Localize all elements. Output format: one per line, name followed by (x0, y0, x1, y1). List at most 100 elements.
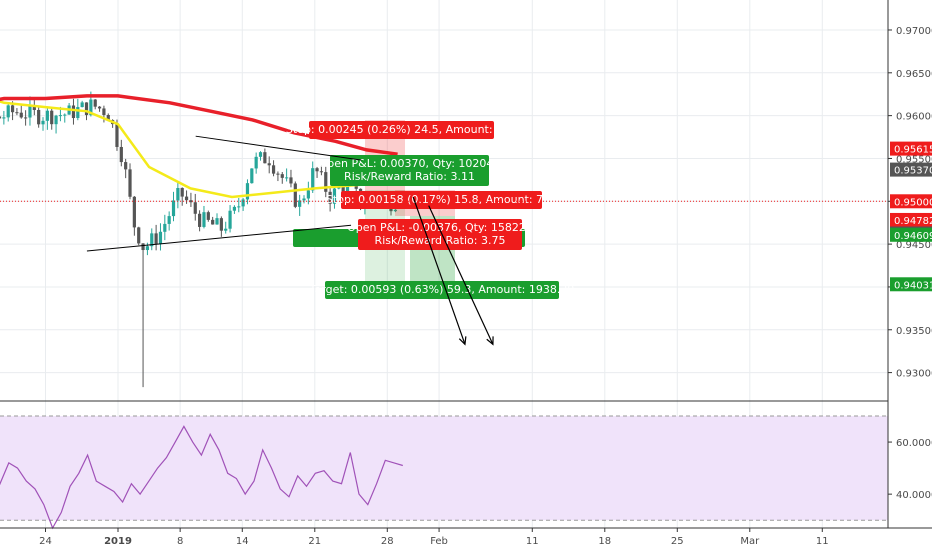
price-tag-box (890, 277, 932, 292)
candle-body (24, 117, 28, 119)
candle-body (228, 210, 232, 229)
candle-body (337, 186, 341, 189)
candle-body (193, 202, 197, 214)
time-tick-label: 11 (816, 536, 829, 547)
price-axis-background (888, 0, 932, 550)
candle-body (128, 169, 132, 197)
triangle-lower-trendline (86, 224, 352, 252)
candle-body (132, 196, 136, 228)
candle-body (241, 199, 245, 207)
ma-short-line (0, 100, 367, 199)
arrow-head (486, 336, 494, 346)
candle-body (271, 165, 276, 174)
candle-body (245, 183, 250, 200)
long-open-pl-label-box (358, 219, 522, 250)
ma-long-line (0, 94, 398, 156)
price-tick-label: 0.93000 (896, 369, 932, 380)
projection-arrow (428, 205, 494, 345)
rsi-line-layer (0, 425, 403, 530)
price-tag-text: 0.94782 (894, 216, 932, 227)
candle-body (93, 99, 97, 107)
candle-body (224, 228, 228, 231)
candle-body (332, 188, 337, 204)
candle-body (184, 196, 189, 201)
time-tick-label: 2019 (104, 536, 132, 547)
drawings-layer[interactable] (0, 135, 888, 346)
candle-body (158, 231, 163, 245)
candle-body (319, 171, 324, 173)
short-open-pl-label: Open P&L: 0.00370, Qty: 102040Risk/Rewar… (319, 155, 500, 186)
time-tick-label: 28 (381, 536, 394, 547)
candle-body (324, 172, 328, 192)
rsi-pane[interactable] (0, 400, 888, 521)
short-open-pl-label-text: Risk/Reward Ratio: 3.11 (344, 170, 475, 183)
price-tag: 0.94031 (890, 277, 932, 292)
price-tag-box (890, 194, 932, 209)
candle-body (76, 107, 80, 119)
candle-body (41, 120, 45, 125)
long-stop-label: Stop: 0.00158 (0.17%) 15.8, Amount: 750 (326, 191, 557, 209)
long-open-pl-label-text: Open P&L: -0.00376, Qty: 158227 (347, 221, 533, 234)
candle-body (124, 162, 128, 170)
candle-body (0, 116, 2, 119)
candle-body (171, 200, 176, 217)
target-label-text: Target: 0.00593 (0.63%) 59.3, Amount: 19… (309, 283, 575, 296)
price-tag-text: 0.95615 (894, 145, 932, 156)
candle-body (37, 109, 41, 125)
price-tag-text: 0.95370 (894, 166, 932, 177)
candle-body (258, 152, 263, 157)
candle-body (202, 212, 206, 227)
candle-body (154, 233, 158, 245)
candle-body (302, 198, 306, 201)
candle-body (293, 183, 297, 207)
triangle-upper-trendline (195, 135, 362, 161)
candle-body (15, 112, 19, 114)
candle-body (237, 206, 241, 208)
short-open-pl-label-box (330, 155, 489, 186)
candle-body (393, 209, 397, 212)
candle-body (63, 114, 67, 116)
price-tag-box (890, 162, 932, 177)
candle-body (141, 243, 145, 251)
price-tag-text: 0.95000 (894, 197, 932, 208)
candle-body (306, 190, 310, 199)
candle-body (176, 188, 180, 201)
projection-arrow (412, 196, 466, 345)
candle-body (58, 115, 63, 117)
candle-body (267, 163, 271, 166)
candle-body (119, 146, 123, 163)
position-tools[interactable]: Stop: 0.00245 (0.26%) 24.5, Amount: 750 O… (286, 120, 574, 299)
candle-body (137, 227, 141, 244)
time-tick-label: Mar (740, 536, 760, 547)
price-tag: 0.94782 (890, 212, 932, 227)
candle-body (89, 99, 93, 116)
candle-body (180, 188, 184, 197)
candle-body (298, 200, 302, 207)
target-label: Target: 0.00593 (0.63%) 59.3, Amount: 19… (309, 281, 575, 299)
price-tag: 0.94609 (890, 227, 932, 242)
candle-body (263, 152, 267, 164)
candle-body (28, 105, 32, 118)
candle-body (84, 102, 89, 116)
candle-body (215, 218, 219, 225)
candle-body (206, 212, 210, 220)
candle-body (250, 168, 254, 184)
target-label-box (325, 281, 559, 299)
time-tick-label: 21 (308, 536, 321, 547)
price-tag: 0.95000 (890, 194, 932, 209)
candle-body (50, 110, 54, 125)
candle-body (276, 173, 280, 175)
candle-body (80, 102, 84, 108)
candle-body (189, 200, 193, 203)
candle-body (6, 105, 10, 118)
price-tags: 0.956150.953700.9500003:56:530.947820.94… (890, 141, 932, 292)
candle-body (115, 124, 119, 147)
long-open-pl-label: Open P&L: -0.00376, Qty: 158227Risk/Rewa… (347, 219, 533, 250)
moving-averages (0, 94, 398, 199)
